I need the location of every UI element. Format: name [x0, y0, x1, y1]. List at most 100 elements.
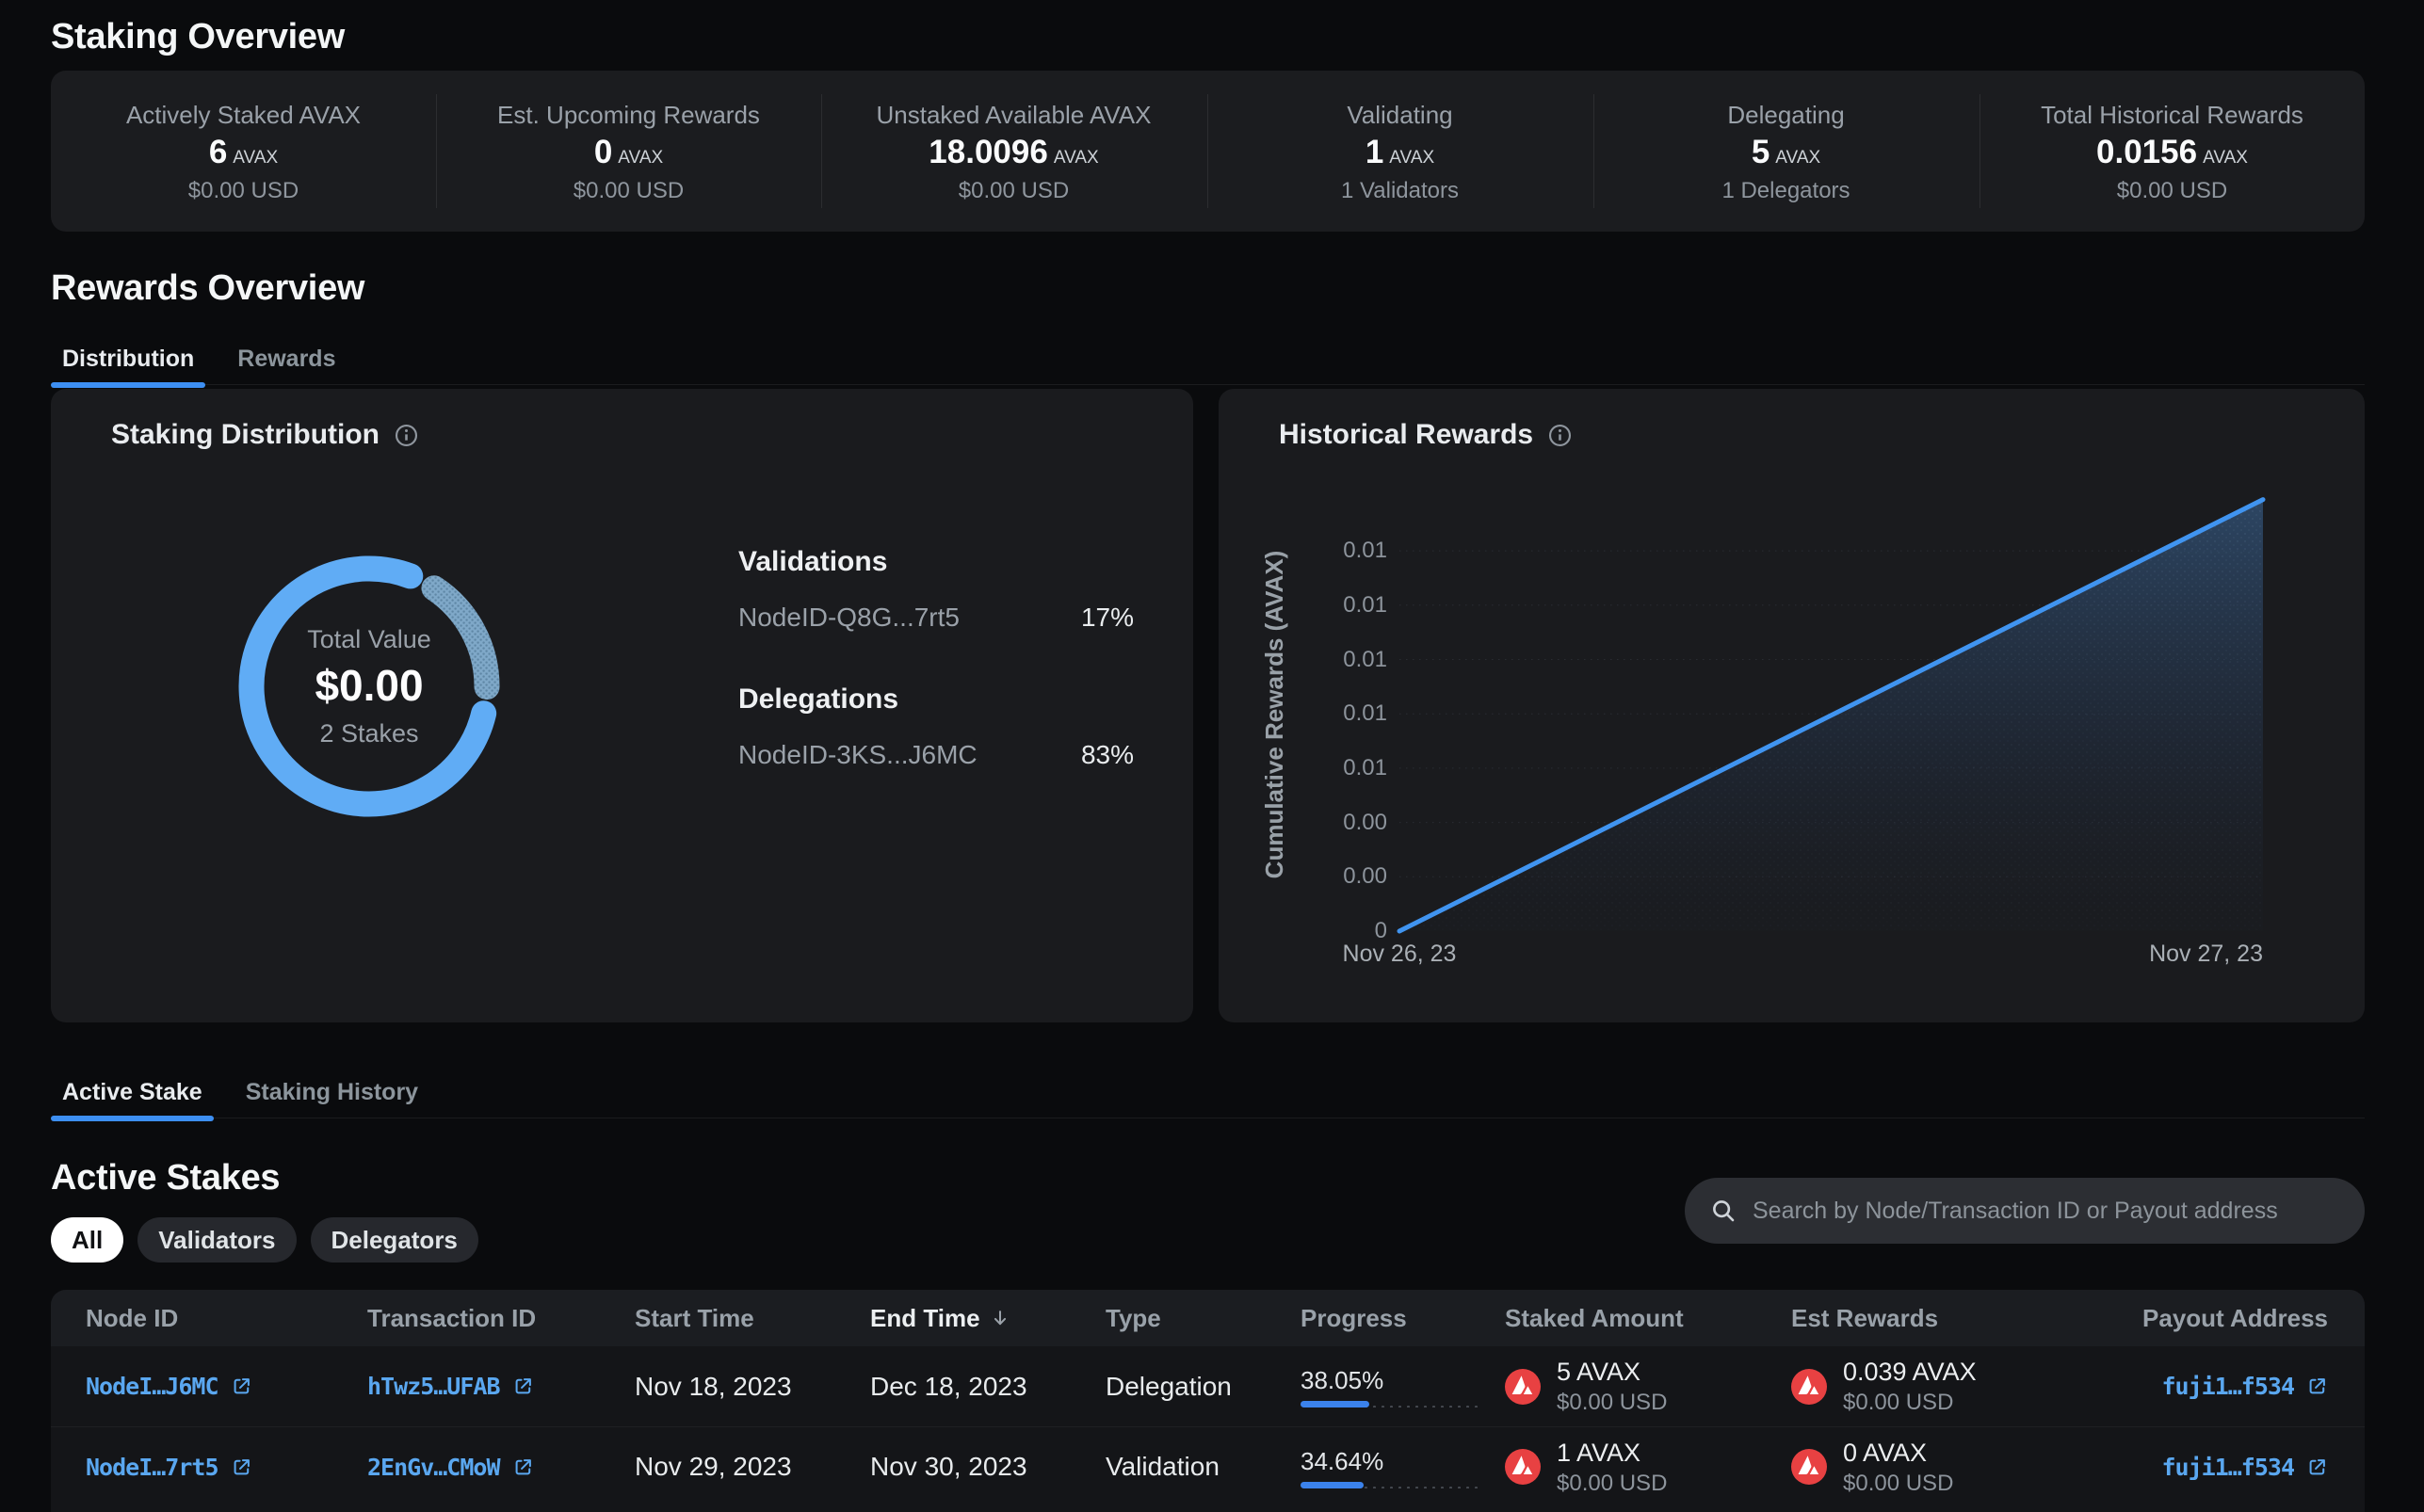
avax-logo-icon: [1791, 1449, 1827, 1485]
progress-cell: 34.64%: [1301, 1446, 1505, 1488]
stat-upcoming-rewards: Est. Upcoming Rewards 0 AVAX $0.00 USD: [436, 71, 821, 232]
tab-active-stake[interactable]: Active Stake: [51, 1068, 214, 1121]
stat-sub: $0.00 USD: [958, 178, 1070, 203]
stat-sub: 1 Validators: [1341, 178, 1459, 203]
filter-validators[interactable]: Validators: [137, 1217, 297, 1263]
delegation-pct: 83%: [1080, 740, 1134, 769]
start-time-cell: Nov 29, 2023: [635, 1452, 792, 1481]
staking-overview-title: Staking Overview: [51, 17, 346, 56]
col-transaction-id[interactable]: Transaction ID: [367, 1303, 537, 1332]
chart-line: [1397, 497, 2266, 934]
filter-all[interactable]: All: [51, 1217, 124, 1263]
stat-value: 6: [208, 134, 228, 170]
tab-distribution[interactable]: Distribution: [51, 334, 206, 388]
external-link-icon: [234, 1378, 250, 1394]
tab-rewards[interactable]: Rewards: [237, 346, 336, 372]
historical-rewards-card: Historical Rewards Cumulative Rewards (A…: [1219, 389, 2365, 1022]
col-end-time[interactable]: End Time: [870, 1304, 1106, 1333]
stat-sub: $0.00 USD: [2116, 178, 2228, 203]
staked-amount-cell: 1 AVAX $0.00 USD: [1505, 1438, 1791, 1497]
col-est-rewards[interactable]: Est Rewards: [1791, 1303, 1939, 1332]
stat-unit: AVAX: [1053, 148, 1099, 168]
chart-y-tick: 0.01: [1343, 646, 1387, 672]
stat-value: 0: [593, 134, 613, 170]
col-progress[interactable]: Progress: [1301, 1303, 1407, 1332]
info-icon[interactable]: [1547, 423, 1573, 448]
stat-unit: AVAX: [233, 148, 279, 168]
stat-label: Delegating: [1727, 101, 1845, 129]
tab-staking-history[interactable]: Staking History: [245, 1079, 419, 1105]
progress-fill: [1301, 1481, 1364, 1488]
divider: [821, 94, 822, 208]
table-row: NodeI…J6MC hTwz5…UFAB Nov 18, 2023 Dec 1…: [51, 1346, 2365, 1426]
staking-distribution-title: Staking Distribution: [111, 419, 380, 450]
col-node-id[interactable]: Node ID: [86, 1303, 179, 1332]
transaction-id-link[interactable]: 2EnGv…CMoW: [367, 1454, 635, 1481]
divider: [436, 94, 437, 208]
chart-y-tick: 0.00: [1343, 863, 1387, 890]
stat-sub: 1 Delegators: [1721, 178, 1850, 203]
transaction-id-link[interactable]: hTwz5…UFAB: [367, 1373, 635, 1400]
sort-desc-icon: [994, 1311, 1006, 1326]
donut-segment-delegations[interactable]: [238, 555, 497, 817]
progress-cell: 38.05%: [1301, 1365, 1505, 1407]
active-stakes-title: Active Stakes: [51, 1158, 281, 1198]
external-link-icon: [2309, 1458, 2325, 1474]
progress-bar: [1301, 1481, 1481, 1488]
historical-rewards-title: Historical Rewards: [1279, 419, 1534, 450]
stat-delegating: Delegating 5 AVAX 1 Delegators: [1593, 71, 1979, 232]
stakes-tabs: Active Stake Staking History: [51, 1068, 2365, 1121]
stat-label: Actively Staked AVAX: [125, 101, 362, 129]
info-icon[interactable]: [394, 423, 419, 448]
staking-distribution-card: Staking Distribution Total Value $0.00 2…: [51, 389, 1193, 1022]
search-placeholder: Search by Node/Transaction ID or Payout …: [1753, 1197, 2278, 1224]
stat-sub: $0.00 USD: [187, 178, 299, 203]
est-rewards-cell: 0.039 AVAX $0.00 USD: [1791, 1357, 2030, 1416]
col-type[interactable]: Type: [1106, 1303, 1161, 1332]
payout-address-link[interactable]: fuji1…f534: [2161, 1373, 2328, 1400]
est-rewards-cell: 0 AVAX $0.00 USD: [1791, 1438, 2030, 1497]
node-id-link[interactable]: NodeI…J6MC: [86, 1373, 367, 1400]
stat-value: 5: [1751, 134, 1770, 170]
col-start-time[interactable]: Start Time: [635, 1303, 754, 1332]
table-header-row: Node ID Transaction ID Start Time End Ti…: [51, 1290, 2365, 1346]
progress-bar: [1301, 1401, 1481, 1407]
external-link-icon: [515, 1378, 531, 1394]
payout-address-link[interactable]: fuji1…f534: [2161, 1454, 2328, 1481]
chart-y-tick: 0.00: [1343, 809, 1387, 835]
stat-label: Validating: [1347, 101, 1453, 129]
stat-value: 18.0096: [929, 134, 1048, 170]
stat-unit: AVAX: [2203, 148, 2248, 168]
staking-distribution-donut: Total Value $0.00 2 Stakes: [228, 545, 510, 828]
chart-y-tick: 0.01: [1343, 700, 1387, 727]
validation-pct: 17%: [1080, 603, 1134, 632]
rewards-overview-tabs: Distribution Rewards: [51, 334, 2365, 388]
stat-total-historical-rewards: Total Historical Rewards 0.0156 AVAX $0.0…: [1980, 71, 2365, 232]
validations-heading: Validations: [738, 546, 888, 577]
donut-segment-validations[interactable]: [421, 575, 500, 700]
col-payout-address[interactable]: Payout Address: [2142, 1303, 2328, 1332]
historical-rewards-chart: [1397, 497, 2266, 934]
stakes-search[interactable]: Search by Node/Transaction ID or Payout …: [1685, 1178, 2365, 1244]
stat-sub: $0.00 USD: [573, 178, 685, 203]
col-staked-amount[interactable]: Staked Amount: [1505, 1303, 1684, 1332]
stat-label: Est. Upcoming Rewards: [497, 101, 760, 129]
stat-label: Unstaked Available AVAX: [876, 101, 1152, 129]
stat-actively-staked: Actively Staked AVAX 6 AVAX $0.00 USD: [51, 71, 436, 232]
avax-logo-icon: [1505, 1368, 1541, 1405]
validations-group: Validations NodeID-Q8G...7rt5 17%: [738, 544, 1134, 633]
node-id-link[interactable]: NodeI…7rt5: [86, 1454, 367, 1481]
chart-x-tick-left: Nov 26, 23: [1342, 941, 1457, 967]
donut-center-label: Total Value: [307, 625, 431, 653]
stat-unit: AVAX: [618, 148, 664, 168]
filter-delegators[interactable]: Delegators: [310, 1217, 478, 1263]
delegation-node-id: NodeID-3KS...J6MC: [738, 740, 978, 769]
type-cell: Validation: [1106, 1452, 1220, 1481]
delegations-heading: Delegations: [738, 684, 899, 715]
chart-y-tick: 0.01: [1343, 754, 1387, 780]
donut-chart: [238, 555, 500, 817]
validation-node-id: NodeID-Q8G...7rt5: [738, 603, 960, 632]
type-cell: Delegation: [1106, 1371, 1232, 1401]
staking-overview-stats-card: Actively Staked AVAX 6 AVAX $0.00 USD Est…: [51, 71, 2365, 232]
staked-amount-cell: 5 AVAX $0.00 USD: [1505, 1357, 1791, 1416]
